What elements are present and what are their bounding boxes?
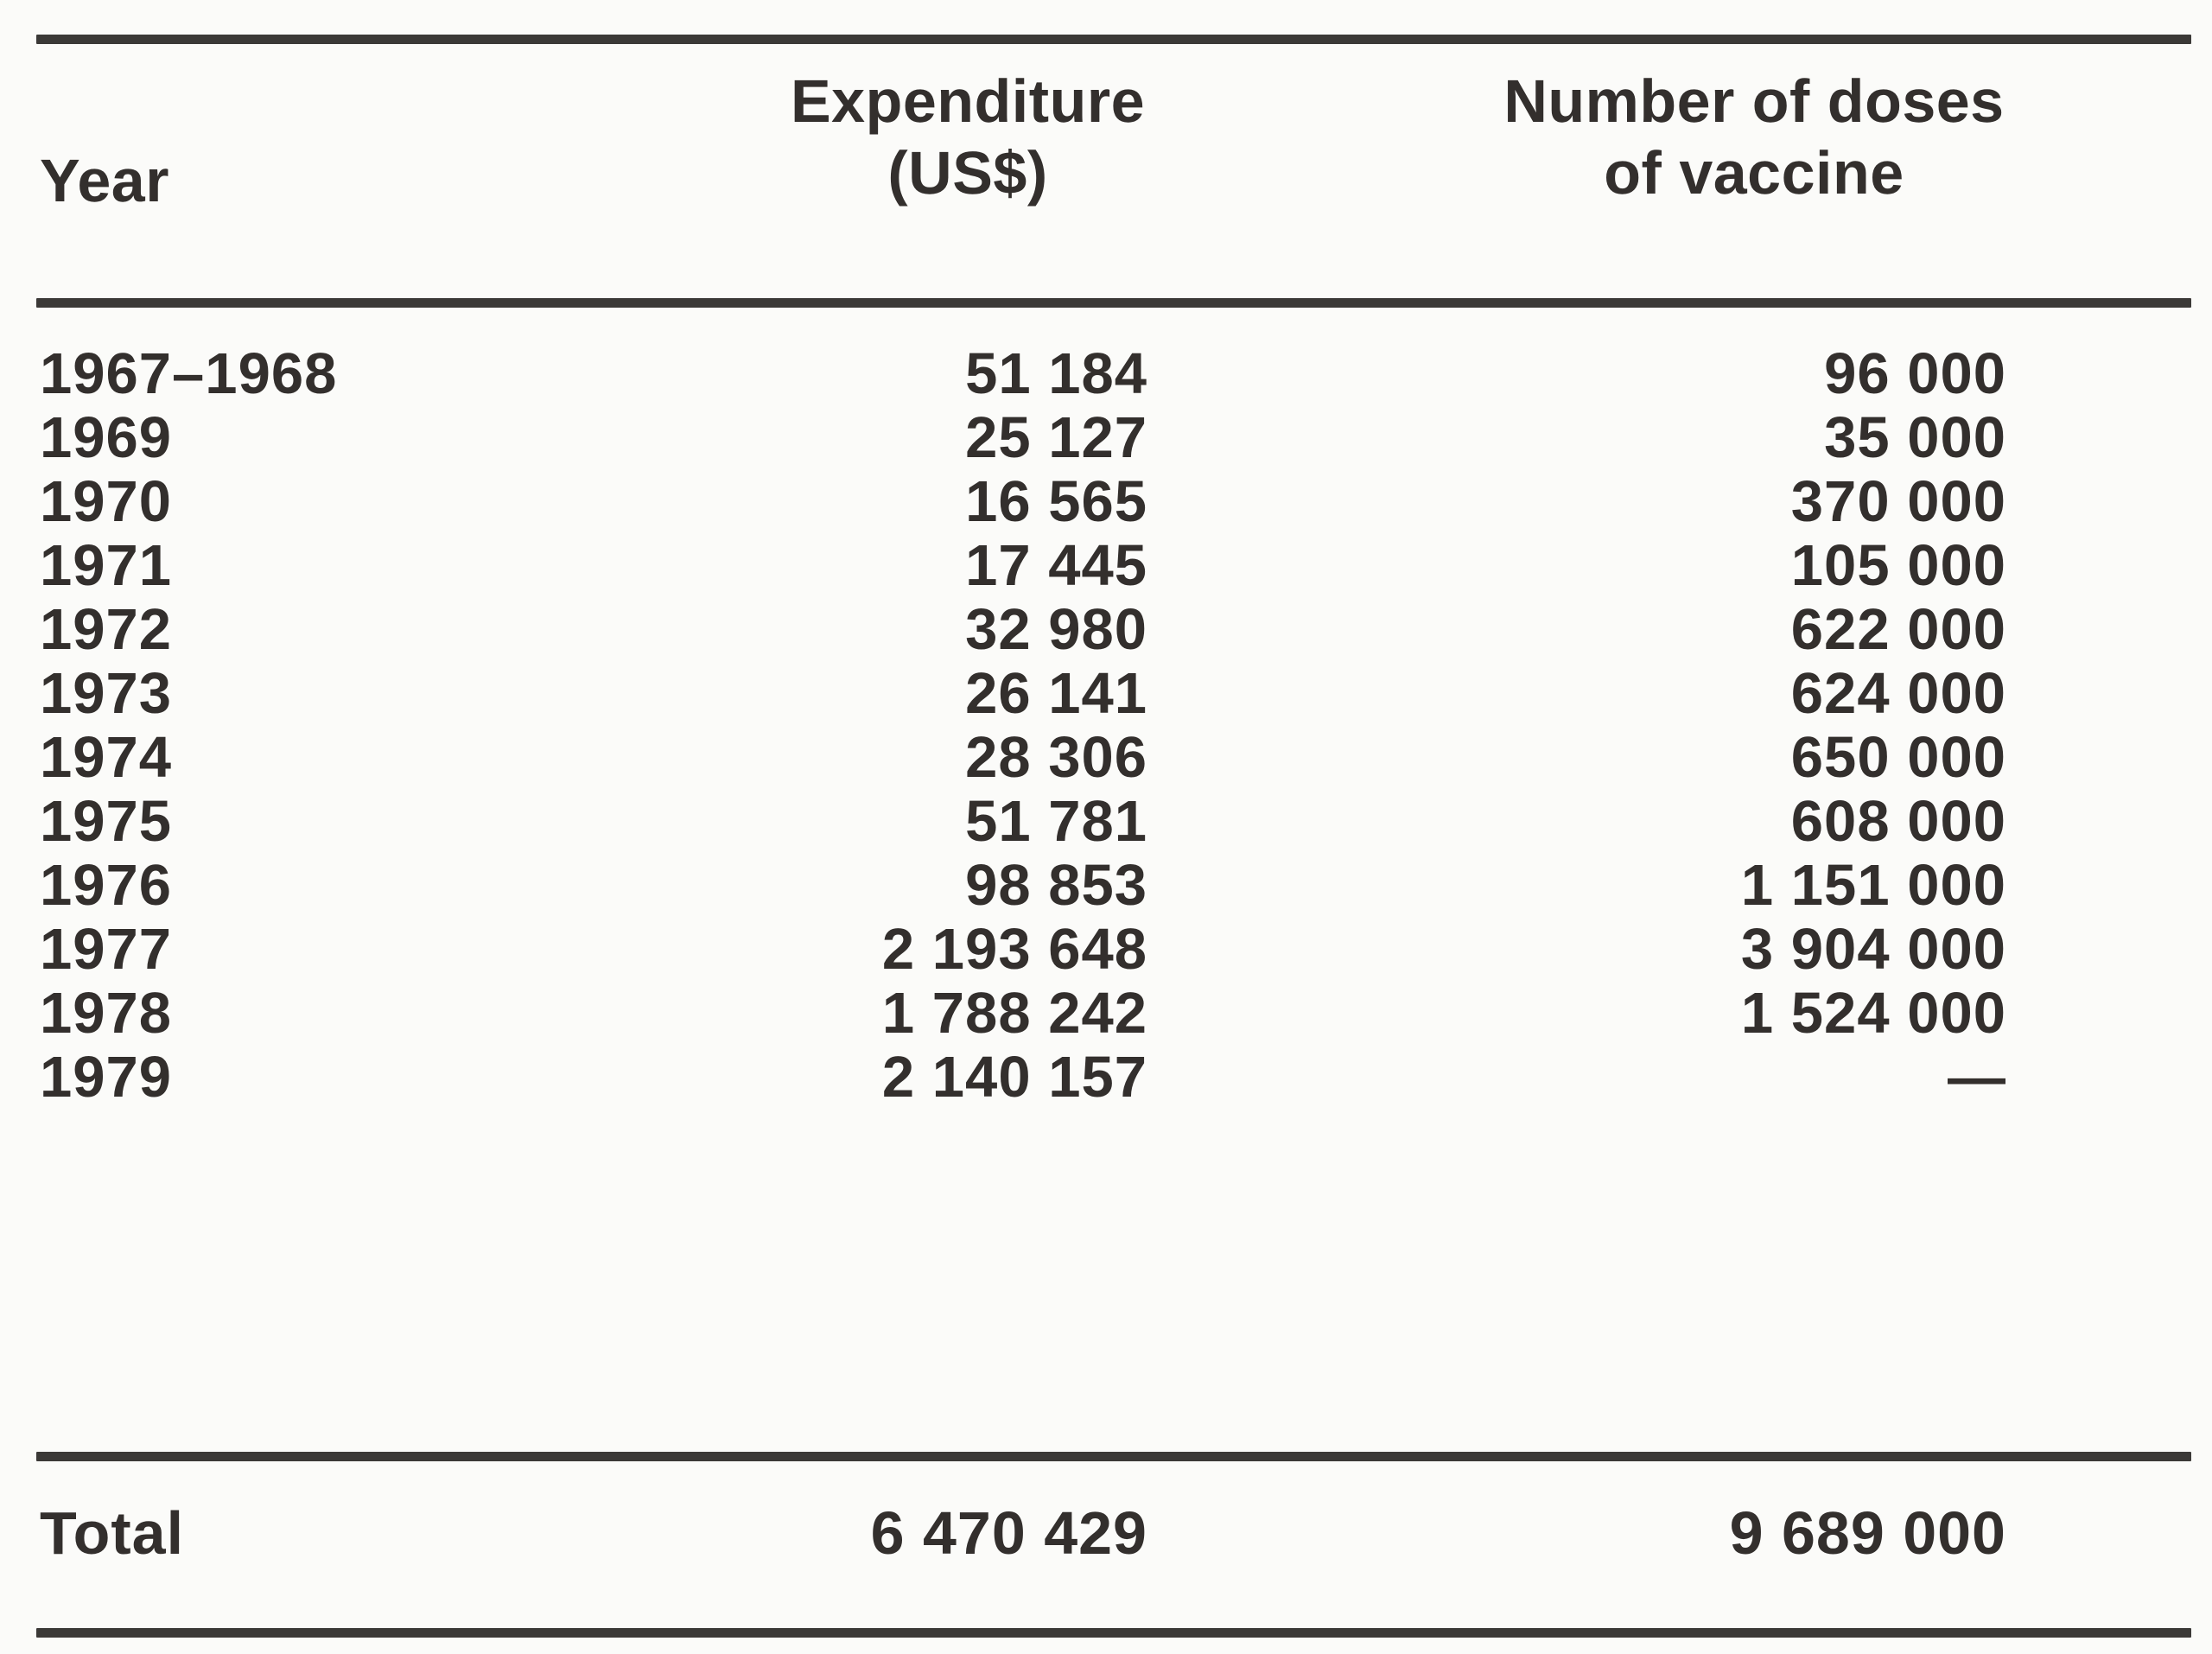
column-header-doses: Number of doses of vaccine (1348, 66, 2160, 208)
header-separator-rule (36, 298, 2191, 308)
cell-doses: 370 000 (1790, 469, 2006, 534)
table-row: 1970 16 565 370 000 (0, 470, 2212, 534)
cell-expenditure: 32 980 (965, 597, 1147, 662)
cell-doses: — (1948, 1045, 2006, 1110)
column-header-doses-line1: Number of doses (1503, 67, 2005, 135)
table-row: 1971 17 445 105 000 (0, 534, 2212, 598)
column-header-expenditure: Expenditure (US$) (596, 66, 1339, 208)
cell-expenditure: 25 127 (965, 405, 1147, 470)
cell-year: 1974 (40, 725, 173, 790)
cell-expenditure: 1 788 242 (881, 981, 1147, 1046)
cell-doses: 622 000 (1790, 597, 2006, 662)
table-body: 1967–1968 51 184 96 000 1969 25 127 35 000 197… (0, 342, 2212, 1110)
table-top-rule (36, 35, 2191, 44)
table-row: 1979 2 140 157 — (0, 1046, 2212, 1110)
table-header: Year Expenditure (US$) Number of doses o… (0, 43, 2212, 296)
cell-doses: 1 524 000 (1740, 981, 2006, 1046)
table-row: 1976 98 853 1 151 000 (0, 854, 2212, 918)
cell-expenditure: 98 853 (965, 853, 1147, 918)
cell-year: 1971 (40, 533, 173, 598)
column-header-year-label: Year (40, 147, 169, 214)
table-row: 1969 25 127 35 000 (0, 406, 2212, 470)
cell-year: 1969 (40, 405, 173, 470)
table-row: 1975 51 781 608 000 (0, 790, 2212, 854)
cell-year: 1973 (40, 661, 173, 726)
column-header-expenditure-line1: Expenditure (790, 67, 1146, 135)
cell-year: 1977 (40, 917, 173, 982)
table-row: 1967–1968 51 184 96 000 (0, 342, 2212, 406)
table-bottom-rule (36, 1628, 2191, 1638)
total-expenditure-value: 6 470 429 (870, 1499, 1147, 1567)
cell-doses: 1 151 000 (1740, 853, 2006, 918)
cell-doses: 3 904 000 (1740, 917, 2006, 982)
cell-expenditure: 17 445 (965, 533, 1147, 598)
cell-doses: 35 000 (1824, 405, 2006, 470)
cell-year: 1967–1968 (40, 341, 338, 406)
cell-doses: 105 000 (1790, 533, 2006, 598)
cell-expenditure: 2 140 157 (881, 1045, 1147, 1110)
table-total-row: Total 6 470 429 9 689 000 (0, 1492, 2212, 1587)
cell-expenditure: 28 306 (965, 725, 1147, 790)
table-row: 1973 26 141 624 000 (0, 662, 2212, 726)
cell-year: 1979 (40, 1045, 173, 1110)
table-row: 1972 32 980 622 000 (0, 598, 2212, 662)
cell-expenditure: 16 565 (965, 469, 1147, 534)
cell-year: 1972 (40, 597, 173, 662)
table-row: 1974 28 306 650 000 (0, 726, 2212, 790)
cell-expenditure: 51 184 (965, 341, 1147, 406)
cell-expenditure: 2 193 648 (881, 917, 1147, 982)
cell-doses: 96 000 (1824, 341, 2006, 406)
cell-year: 1976 (40, 853, 173, 918)
column-header-expenditure-line2: (US$) (887, 138, 1048, 207)
column-header-year: Year (40, 145, 645, 217)
cell-year: 1975 (40, 789, 173, 854)
cell-year: 1978 (40, 981, 173, 1046)
cell-doses: 624 000 (1790, 661, 2006, 726)
total-separator-rule (36, 1452, 2191, 1461)
table-row: 1977 2 193 648 3 904 000 (0, 918, 2212, 982)
cell-expenditure: 51 781 (965, 789, 1147, 854)
cell-year: 1970 (40, 469, 173, 534)
column-header-doses-line2: of vaccine (1604, 138, 1904, 207)
cell-doses: 650 000 (1790, 725, 2006, 790)
total-doses-value: 9 689 000 (1729, 1499, 2006, 1567)
table-row: 1978 1 788 242 1 524 000 (0, 982, 2212, 1046)
cell-doses: 608 000 (1790, 789, 2006, 854)
cell-expenditure: 26 141 (965, 661, 1147, 726)
total-label: Total (40, 1499, 185, 1567)
